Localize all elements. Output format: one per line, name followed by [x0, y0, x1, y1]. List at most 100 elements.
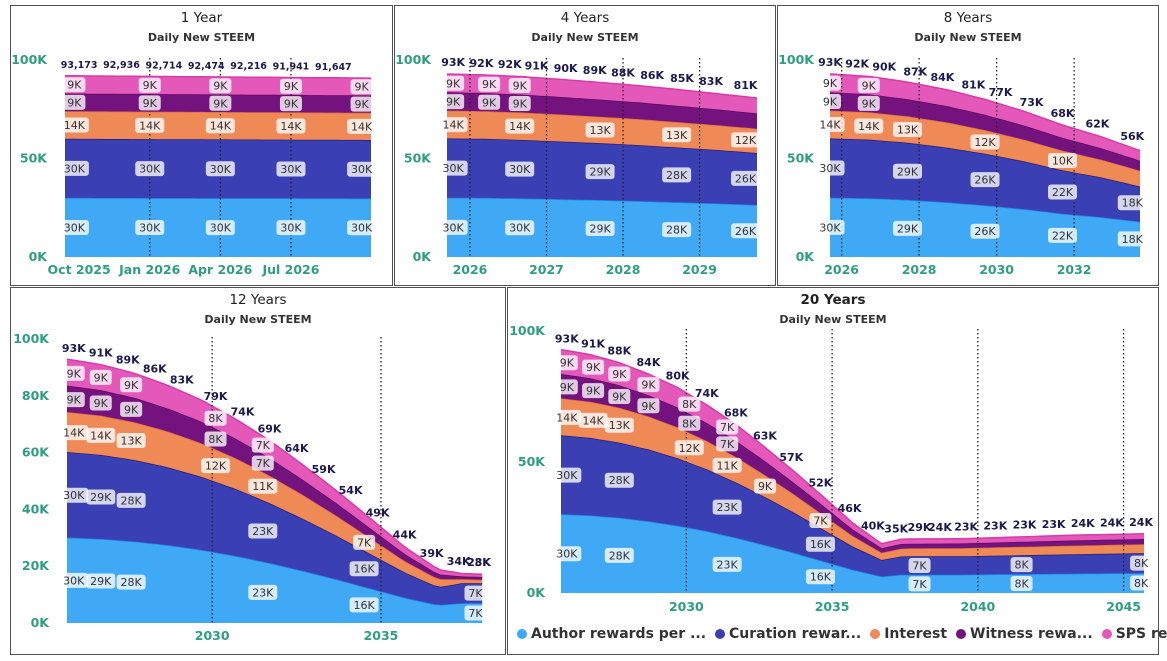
- y-tick-label: 20K: [22, 558, 50, 573]
- data-label-interest: 10K: [1052, 154, 1074, 167]
- data-label-box: [59, 219, 89, 235]
- chart-subtitle: Daily New STEEM: [531, 31, 639, 44]
- data-label-box: [120, 377, 143, 393]
- chart-12-years: 0K 20K 40K 60K 80K 100K 2030 2035 30K 30K 14K 9K 9K 2…: [13, 331, 491, 643]
- data-label-box: [1048, 152, 1077, 168]
- total-label: 23K: [467, 556, 491, 569]
- data-label-box: [62, 392, 85, 408]
- legend-label: Author rewards per ...: [531, 626, 707, 642]
- data-label-box: [59, 160, 89, 176]
- x-tick-label: 2045: [1106, 599, 1141, 614]
- data-label-box: [59, 487, 89, 503]
- data-label-sps: 9K: [823, 77, 838, 90]
- total-label: 93K: [555, 333, 579, 346]
- x-tick-label: Jul 2026: [261, 262, 319, 277]
- data-label-box: [970, 172, 1000, 188]
- data-label-box: [815, 219, 845, 235]
- data-label-interest: 13K: [589, 124, 611, 137]
- total-label: 39K: [420, 547, 444, 560]
- data-label-box: [205, 118, 235, 134]
- total-label: 91,647: [315, 62, 352, 73]
- data-label-curation: 23K: [717, 501, 739, 514]
- data-label-witness: 9K: [612, 391, 627, 404]
- legend-item-interest[interactable]: Interest: [870, 626, 947, 642]
- legend-label: SPS rewards: [1115, 626, 1167, 642]
- data-label-box: [116, 492, 146, 508]
- data-label-interest: 13K: [897, 124, 919, 137]
- data-label-box: [59, 117, 89, 133]
- data-label-box: [350, 79, 373, 95]
- total-label: 23K: [1013, 519, 1037, 532]
- data-label-box: [442, 75, 465, 91]
- total-label: 85K: [670, 72, 694, 85]
- data-label-box: [970, 134, 1000, 150]
- data-label-curation: 26K: [735, 172, 757, 185]
- data-label-interest: 14K: [556, 411, 578, 424]
- chart-legend: Author rewards per ... Curation rewar...…: [517, 626, 1167, 642]
- data-label-witness: 9K: [823, 95, 838, 108]
- area-line-sps: [65, 75, 371, 79]
- data-label-box: [712, 556, 742, 572]
- legend-item-witness[interactable]: Witness rewa...: [956, 626, 1093, 642]
- y-tick-label: 0K: [413, 249, 433, 264]
- data-label-author: 30K: [556, 548, 578, 561]
- total-label: 68K: [724, 407, 748, 420]
- data-label-curation: 7K: [468, 587, 483, 600]
- total-label: 92,714: [146, 61, 183, 72]
- data-label-box: [116, 433, 146, 449]
- data-label-sps: 9K: [124, 379, 139, 392]
- total-label: 92K: [470, 57, 494, 70]
- data-label-box: [204, 410, 227, 426]
- data-label-box: [585, 122, 615, 138]
- data-label-box: [662, 127, 692, 143]
- data-label-curation: 30K: [819, 162, 841, 175]
- data-label-curation: 28K: [121, 494, 143, 507]
- chart-1-year: 0K 50K 100K Oct 2025 Jan 2026 Apr 2026 Jul 202…: [11, 52, 377, 277]
- data-label-box: [893, 163, 922, 179]
- legend-item-author[interactable]: Author rewards per ...: [517, 626, 706, 642]
- total-label: 91K: [581, 337, 605, 350]
- data-label-box: [552, 409, 582, 425]
- data-label-box: [204, 431, 227, 447]
- data-label-author: 7K: [912, 578, 927, 591]
- total-label: 79K: [204, 390, 228, 403]
- total-label: 92,936: [103, 60, 140, 71]
- data-label-box: [478, 94, 501, 110]
- data-label-box: [582, 359, 605, 375]
- data-label-box: [805, 569, 835, 585]
- panel-4-years: 4 Years Daily New STEEM 0K 50K 100K 2026 202…: [394, 5, 776, 286]
- y-tick-label: 100K: [395, 52, 432, 67]
- data-label-interest: 14K: [582, 414, 604, 427]
- y-tick-label: 50K: [20, 151, 48, 166]
- data-label-box: [1117, 195, 1147, 211]
- legend-item-sps[interactable]: SPS rewards: [1101, 626, 1167, 642]
- data-label-box: [604, 417, 634, 433]
- y-tick-label: 0K: [31, 615, 51, 630]
- data-label-box: [731, 170, 761, 186]
- data-label-author: 30K: [139, 222, 161, 235]
- data-label-interest: 12K: [205, 460, 227, 473]
- total-label: 74K: [231, 405, 255, 418]
- data-label-box: [731, 132, 761, 148]
- total-label: 73K: [1020, 96, 1044, 109]
- legend-item-curation[interactable]: Curation rewar...: [715, 626, 861, 642]
- x-tick-label: 2030: [979, 262, 1014, 277]
- data-label-box: [63, 94, 86, 110]
- data-label-author: 8K: [1014, 578, 1029, 591]
- data-label-box: [585, 221, 615, 237]
- data-label-box: [731, 223, 761, 239]
- data-label-witness: 9K: [354, 98, 369, 111]
- data-label-box: [578, 412, 608, 428]
- total-label: 81K: [961, 78, 985, 91]
- total-label: 24K: [1129, 516, 1153, 529]
- data-label-interest: 12K: [974, 136, 996, 149]
- data-label-box: [1010, 576, 1033, 592]
- data-label-box: [555, 355, 578, 371]
- data-label-interest: 13K: [121, 435, 143, 448]
- total-label: 23K: [1042, 518, 1066, 531]
- data-label-curation: 23K: [252, 525, 274, 538]
- data-label-box: [505, 220, 535, 236]
- data-label-box: [464, 585, 487, 601]
- data-label-author: 26K: [974, 225, 996, 238]
- legend-swatch: [1101, 629, 1112, 639]
